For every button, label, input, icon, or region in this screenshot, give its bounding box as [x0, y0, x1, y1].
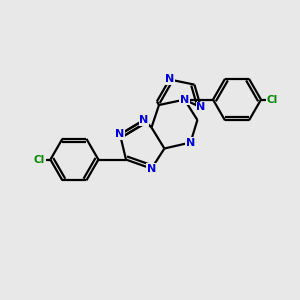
Text: Cl: Cl	[34, 154, 45, 165]
Text: Cl: Cl	[266, 94, 278, 105]
Text: N: N	[147, 164, 156, 174]
Text: N: N	[116, 129, 124, 140]
Text: N: N	[165, 74, 174, 85]
Text: N: N	[180, 94, 189, 105]
Text: N: N	[140, 115, 148, 125]
Text: N: N	[186, 137, 195, 148]
Text: N: N	[196, 102, 206, 112]
